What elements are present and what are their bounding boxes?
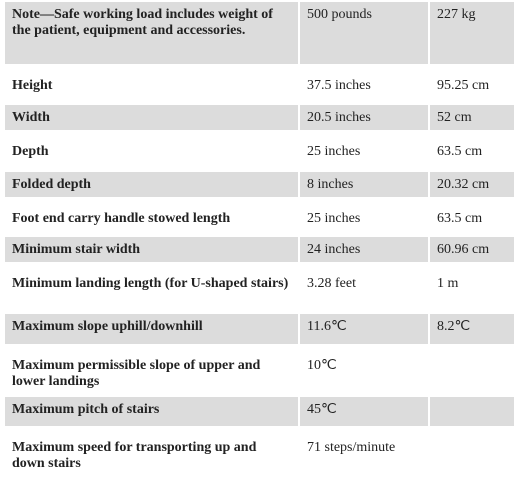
spec-value: 60.96 cm — [430, 237, 514, 262]
spec-label: Minimum stair width — [5, 237, 298, 262]
spec-value: 52 cm — [430, 105, 514, 130]
spec-value: 3.28 feet — [307, 276, 356, 291]
spec-label: Note—Safe working load includes weight o… — [5, 2, 298, 64]
spec-value: 25 inches — [307, 211, 361, 226]
spec-value: 63.5 cm — [437, 144, 483, 159]
spec-value — [430, 430, 514, 475]
spec-label: Height — [12, 78, 53, 93]
spec-value: 1 m — [437, 276, 459, 291]
spec-value: 8.2℃ — [430, 314, 514, 344]
spec-value — [430, 397, 514, 426]
spec-value: 8 inches — [300, 172, 428, 197]
table-row: Minimum stair width 24 inches 60.96 cm — [5, 237, 514, 262]
table-row: Minimum landing length (for U-shaped sta… — [5, 266, 514, 310]
table-row: Note—Safe working load includes weight o… — [5, 2, 514, 64]
table-row: Maximum permissible slope of upper and l… — [5, 348, 514, 393]
spec-label: Maximum slope uphill/downhill — [5, 314, 298, 344]
table-row: Foot end carry handle stowed length 25 in… — [5, 201, 514, 233]
spec-value: 20.32 cm — [430, 172, 514, 197]
table-row: Maximum speed for transporting up and do… — [5, 430, 514, 475]
spec-value: 10℃ — [307, 358, 337, 373]
spec-label: Folded depth — [5, 172, 298, 197]
spec-value: 63.5 cm — [437, 211, 483, 226]
table-body: Note—Safe working load includes weight o… — [5, 2, 514, 475]
spec-label: Depth — [12, 144, 49, 159]
spec-value: 25 inches — [307, 144, 361, 159]
spec-value: 24 inches — [300, 237, 428, 262]
spec-value: 95.25 cm — [437, 78, 490, 93]
spec-value: 20.5 inches — [300, 105, 428, 130]
spec-label: Maximum speed for transporting up and do… — [12, 440, 257, 471]
spec-value — [430, 348, 514, 393]
table-row: Width 20.5 inches 52 cm — [5, 105, 514, 130]
table-row: Depth 25 inches 63.5 cm — [5, 134, 514, 168]
table-row: Folded depth 8 inches 20.32 cm — [5, 172, 514, 197]
spec-value: 45℃ — [300, 397, 428, 426]
spec-label: Maximum permissible slope of upper and l… — [12, 358, 261, 389]
spec-label: Maximum pitch of stairs — [5, 397, 298, 426]
spec-label: Minimum landing length (for U-shaped sta… — [12, 276, 289, 291]
spec-value: 500 pounds — [300, 2, 428, 64]
spec-value: 227 kg — [430, 2, 514, 64]
table-row: Height 37.5 inches 95.25 cm — [5, 68, 514, 101]
table-row: Maximum pitch of stairs 45℃ — [5, 397, 514, 426]
spec-label: Width — [5, 105, 298, 130]
spec-value: 37.5 inches — [307, 78, 371, 93]
spec-value: 71 steps/minute — [307, 440, 396, 455]
spec-table: Note—Safe working load includes weight o… — [3, 0, 516, 479]
table-row: Maximum slope uphill/downhill 11.6℃ 8.2℃ — [5, 314, 514, 344]
spec-value: 11.6℃ — [300, 314, 428, 344]
spec-label: Foot end carry handle stowed length — [12, 211, 231, 226]
